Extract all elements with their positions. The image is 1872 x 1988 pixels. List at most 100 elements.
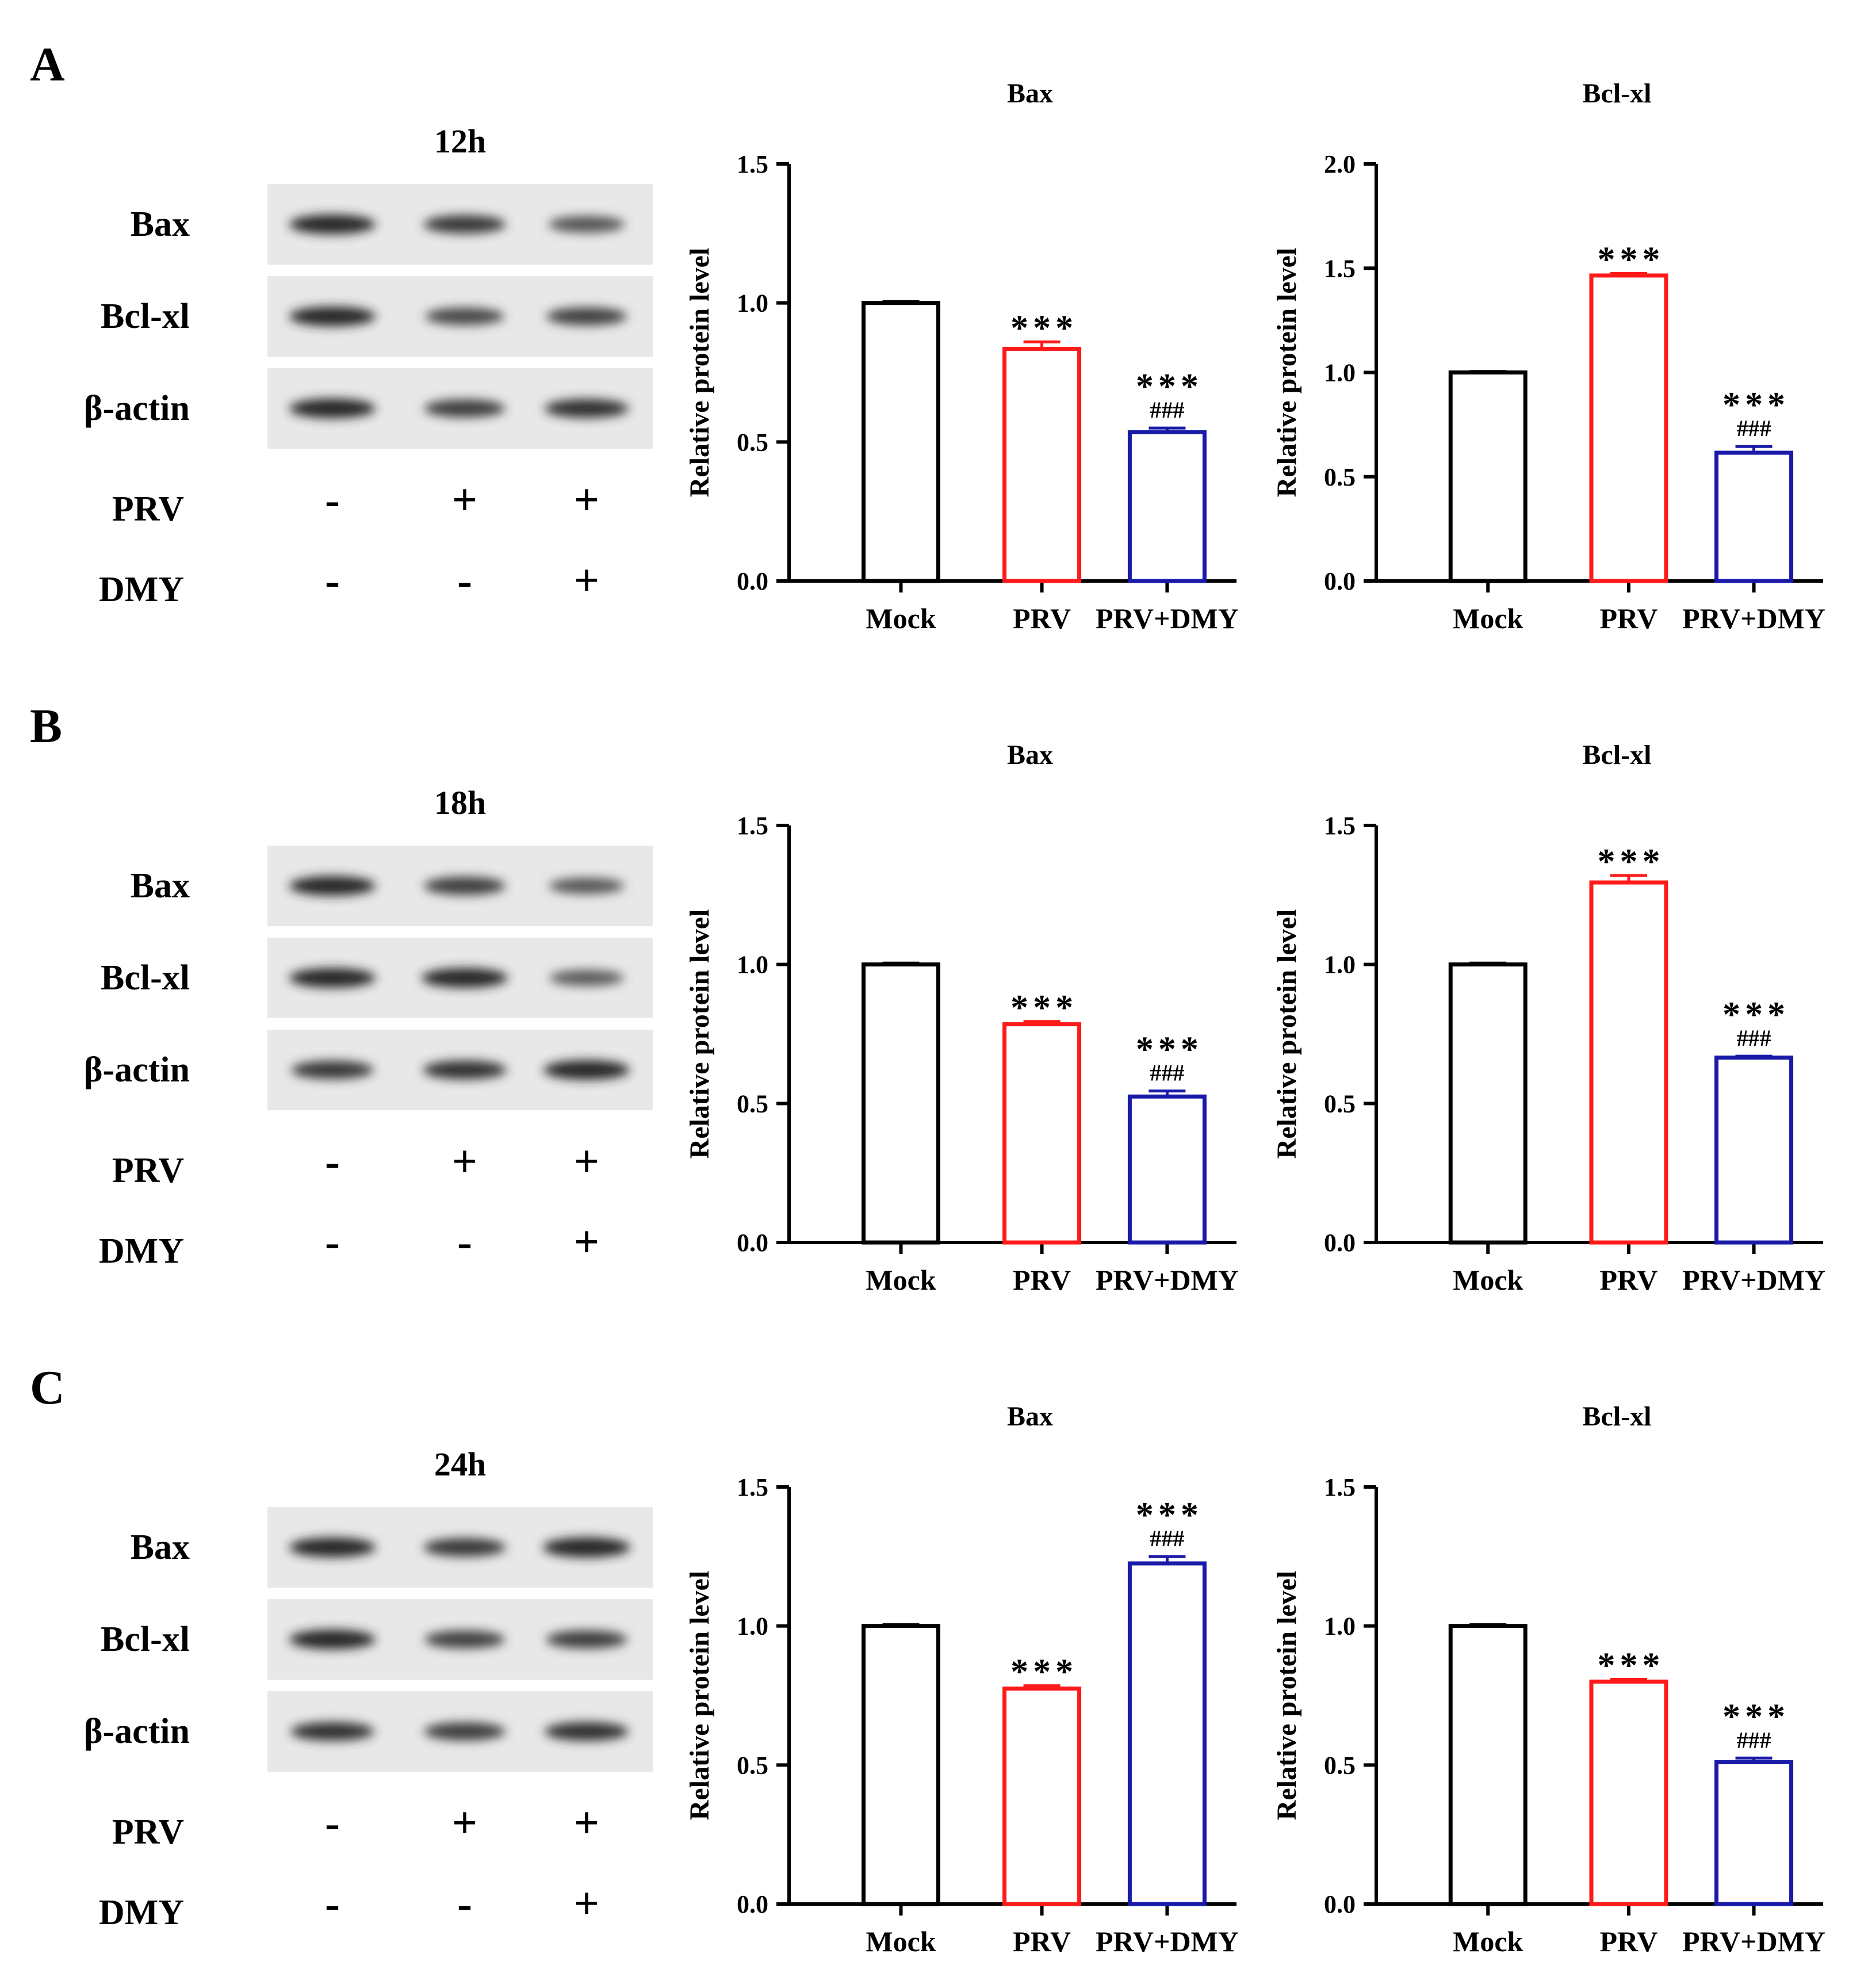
bar-prv (1002, 1686, 1082, 1906)
panel-C: C 24h Bax Bcl-xl β-actin PRV - + + DMY - - + (30, 1361, 653, 1932)
significance-stars: *** (1722, 995, 1790, 1034)
y-tick-label: 0.0 (1324, 1890, 1356, 1918)
y-tick-label: 1.0 (1324, 1612, 1356, 1641)
blot-protein-label: β-actin (84, 389, 190, 428)
treatment-label: DMY (99, 570, 184, 609)
panel-label: C (30, 1361, 65, 1414)
blot-band (424, 1722, 506, 1741)
treatment-label: PRV (112, 1813, 184, 1852)
panel-A: A 12h Bax Bcl-xl β-actin PRV - + + DMY - - + (30, 38, 653, 609)
blot-timepoint: 24h (434, 1446, 486, 1483)
y-tick-label: 0.5 (1324, 1089, 1356, 1118)
y-axis-label: Relative protein level (1272, 909, 1302, 1159)
bar-chart-B-bax: Bax 0.0 0.5 1.0 1.5 Relative protein level Moc… (684, 740, 1239, 1296)
y-tick-label: 0.5 (1324, 463, 1356, 491)
treatment-sign: - (457, 1878, 472, 1928)
treatment-sign: + (574, 475, 599, 525)
bar-prv (1589, 273, 1668, 583)
x-tick-label: PRV (1599, 602, 1657, 634)
bar-prv (1002, 346, 1082, 583)
blot-strip: β-actin (84, 1030, 653, 1110)
bar-prv (1002, 1022, 1082, 1245)
y-axis-label: Relative protein level (684, 909, 715, 1159)
blot-band (289, 307, 376, 326)
significance-stars: *** (1136, 1030, 1203, 1069)
blot-band (544, 1722, 629, 1741)
blot-band (546, 1630, 627, 1649)
bar-prv (1589, 880, 1668, 1245)
y-tick-label: 0.0 (1324, 1229, 1356, 1257)
blot-band (424, 1630, 506, 1649)
bar-chart-C-bax: Bax 0.0 0.5 1.0 1.5 Relative protein level Moc… (684, 1401, 1239, 1958)
y-tick-label: 0.0 (737, 1890, 768, 1918)
significance-hash: ### (1150, 397, 1184, 423)
blot-band (289, 876, 376, 896)
blot-band (289, 399, 376, 418)
treatment-sign: - (325, 475, 340, 525)
blot-strip: Bcl-xl (101, 1599, 653, 1680)
chart-title: Bcl-xl (1583, 1401, 1652, 1432)
significance-stars: *** (1010, 1653, 1078, 1692)
y-axis-label: Relative protein level (684, 248, 715, 498)
bar-chart-B-bcl-xl: Bcl-xl 0.0 0.5 1.0 1.5 Relative protein level… (1272, 740, 1825, 1296)
y-tick-label: 1.5 (737, 150, 768, 178)
blot-protein-label: β-actin (84, 1712, 190, 1751)
blot-band (425, 307, 504, 326)
significance-hash: ### (1150, 1526, 1184, 1551)
blot-band (542, 1537, 631, 1558)
blot-band (423, 1538, 506, 1557)
y-tick-label: 1.5 (1324, 254, 1356, 282)
significance-stars: *** (1722, 385, 1790, 425)
bar-chart-A-bcl-xl: Bcl-xl 0.0 0.5 1.0 1.5 2.0 Relative protein le… (1272, 78, 1825, 634)
treatment-label: DMY (99, 1232, 184, 1271)
chart-title: Bax (1007, 740, 1053, 770)
blot-band (543, 1060, 630, 1080)
treatment-sign: + (574, 1878, 599, 1928)
x-tick-label: PRV+DMY (1096, 1925, 1239, 1958)
blot-protein-label: Bcl-xl (101, 297, 190, 336)
bar-prv-dmy (1127, 1094, 1207, 1245)
y-axis-label: Relative protein level (684, 1571, 715, 1821)
blot-protein-label: Bax (131, 1528, 190, 1567)
blot-band (290, 1722, 374, 1741)
treatment-label: DMY (99, 1893, 184, 1932)
blot-band (289, 1538, 376, 1557)
x-tick-label: Mock (866, 1925, 936, 1958)
bar-prv-dmy (1127, 1561, 1207, 1906)
treatment-sign: + (574, 555, 599, 605)
treatment-sign: - (457, 1217, 472, 1267)
y-tick-label: 0.5 (737, 428, 768, 456)
treatment-sign: - (325, 1136, 340, 1186)
y-tick-label: 1.5 (737, 812, 768, 840)
significance-stars: *** (1598, 240, 1665, 279)
x-tick-label: Mock (1453, 602, 1523, 634)
blot-band (424, 877, 506, 895)
y-tick-label: 1.5 (737, 1473, 768, 1501)
bar-mock (1448, 1624, 1528, 1906)
treatment-sign: + (574, 1798, 599, 1848)
chart-title: Bax (1007, 1401, 1053, 1432)
significance-stars: *** (1722, 1697, 1790, 1736)
x-tick-label: Mock (866, 1264, 936, 1296)
blot-band (289, 968, 376, 988)
significance-hash: ### (1737, 415, 1771, 441)
blot-band (548, 216, 625, 233)
blot-strip: Bcl-xl (101, 276, 653, 357)
y-tick-label: 0.0 (737, 567, 768, 595)
significance-hash: ### (1150, 1060, 1184, 1086)
treatment-sign: - (457, 555, 472, 605)
blot-band (289, 215, 376, 234)
bar-prv-dmy (1714, 1056, 1794, 1245)
treatment-sign: - (325, 555, 340, 605)
y-tick-label: 1.0 (737, 289, 768, 318)
y-tick-label: 0.5 (737, 1089, 768, 1118)
treatment-label: PRV (112, 490, 184, 529)
blot-protein-label: Bax (131, 205, 190, 244)
blot-protein-label: Bcl-xl (101, 1620, 190, 1659)
treatment-sign: + (574, 1217, 599, 1267)
blot-band (291, 1061, 374, 1079)
bar-chart-A-bax: Bax 0.0 0.5 1.0 1.5 Relative protein level Moc… (684, 78, 1239, 634)
blot-strip: Bcl-xl (101, 938, 653, 1018)
significance-stars: *** (1010, 308, 1078, 347)
bar-chart-C-bcl-xl: Bcl-xl 0.0 0.5 1.0 1.5 Relative protein level… (1272, 1401, 1825, 1958)
